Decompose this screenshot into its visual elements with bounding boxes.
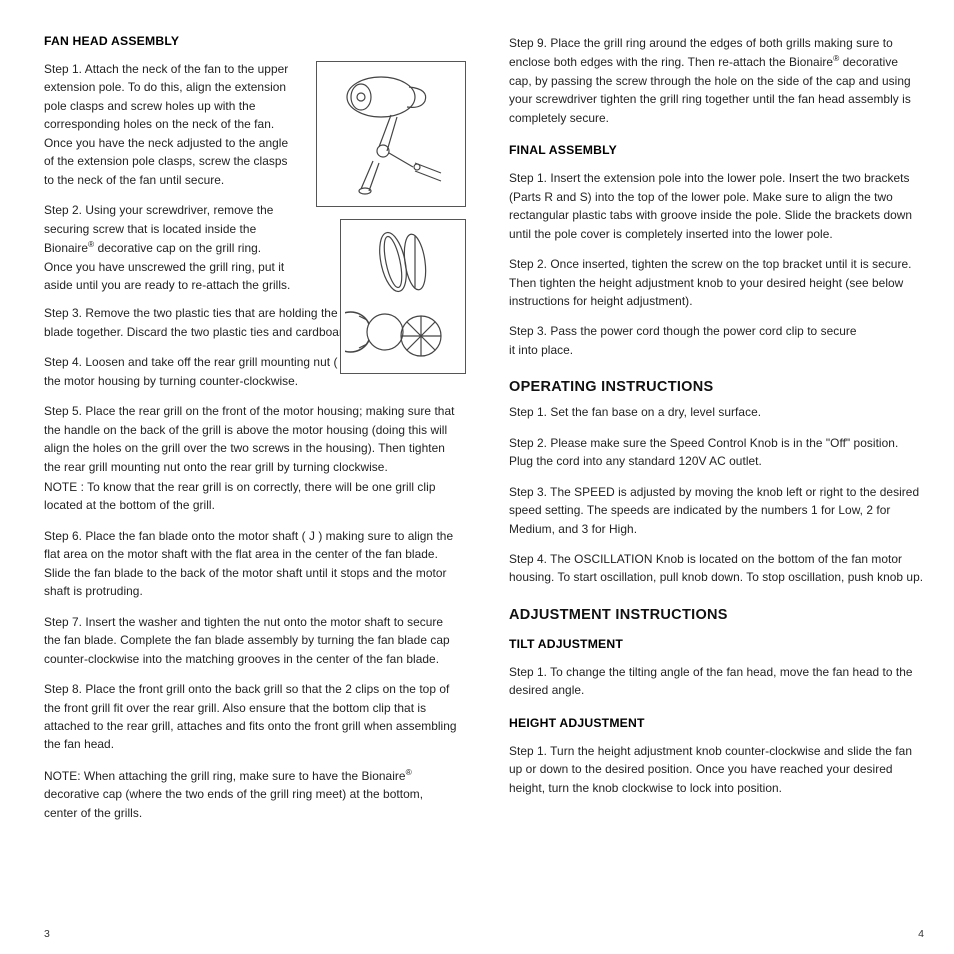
left-column: FAN HEAD ASSEMBLY Step 1. Attach the nec… <box>44 30 459 940</box>
grill-ring-icon <box>345 224 461 369</box>
height-step-1: Step 1. Turn the height adjustment knob … <box>509 742 924 797</box>
step-5-note: NOTE : To know that the rear grill is on… <box>44 478 459 515</box>
heading-final-assembly: FINAL ASSEMBLY <box>509 143 924 157</box>
page-number-left: 3 <box>44 928 459 940</box>
op-step-2: Step 2. Please make sure the Speed Contr… <box>509 434 924 471</box>
right-column: Step 9. Place the grill ring around the … <box>509 30 924 940</box>
op-step-1: Step 1. Set the fan base on a dry, level… <box>509 403 924 421</box>
final-step-2: Step 2. Once inserted, tighten the screw… <box>509 255 924 310</box>
page-spread: FAN HEAD ASSEMBLY Step 1. Attach the nec… <box>0 0 954 954</box>
figure-fan-neck <box>316 61 466 207</box>
heading-operating: OPERATING INSTRUCTIONS <box>509 379 924 395</box>
step-6: Step 6. Place the fan blade onto the mot… <box>44 527 459 601</box>
step-9: Step 9. Place the grill ring around the … <box>509 34 924 127</box>
heading-fan-head-assembly: FAN HEAD ASSEMBLY <box>44 34 459 48</box>
reg-mark: ® <box>406 767 412 777</box>
heading-tilt: TILT ADJUSTMENT <box>509 637 924 651</box>
op-step-4: Step 4. The OSCILLATION Knob is located … <box>509 550 924 587</box>
step-8-note-b: decorative cap (where the two ends of th… <box>44 787 423 819</box>
op-step-3: Step 3. The SPEED is adjusted by moving … <box>509 483 924 538</box>
step-5: Step 5. Place the rear grill on the fron… <box>44 402 459 476</box>
page-number-right: 4 <box>509 928 924 940</box>
final-step-1: Step 1. Insert the extension pole into t… <box>509 169 924 243</box>
heading-adjustment: ADJUSTMENT INSTRUCTIONS <box>509 607 924 623</box>
step-8-note-a: NOTE: When attaching the grill ring, mak… <box>44 769 406 783</box>
step-8: Step 8. Place the front grill onto the b… <box>44 680 459 754</box>
heading-height: HEIGHT ADJUSTMENT <box>509 716 924 730</box>
step-8-note: NOTE: When attaching the grill ring, mak… <box>44 766 459 822</box>
step-7: Step 7. Insert the washer and tighten th… <box>44 613 459 668</box>
figure-grill-ring <box>340 219 466 374</box>
tilt-step-1: Step 1. To change the tilting angle of t… <box>509 663 924 700</box>
final-step-3: Step 3. Pass the power cord though the p… <box>509 322 924 359</box>
fan-neck-icon <box>321 69 461 199</box>
